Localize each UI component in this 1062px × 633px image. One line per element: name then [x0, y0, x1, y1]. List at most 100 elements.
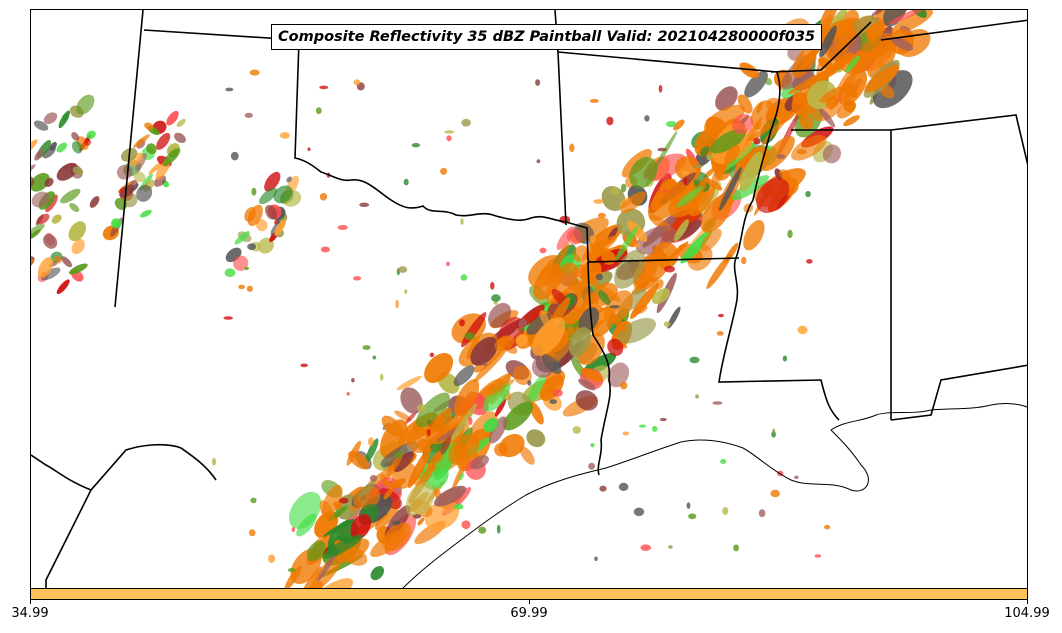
reflectivity-blob	[519, 446, 535, 465]
reflectivity-blob	[31, 224, 45, 237]
reflectivity-blob	[478, 526, 487, 534]
reflectivity-blob	[647, 182, 688, 221]
reflectivity-blob	[601, 185, 626, 212]
reflectivity-blob	[573, 352, 578, 360]
colorbar-tick-mark-mid	[529, 600, 530, 604]
reflectivity-blob	[454, 443, 468, 459]
reflectivity-blob	[532, 317, 566, 356]
reflectivity-blob	[144, 122, 154, 131]
reflectivity-blob	[640, 544, 651, 551]
reflectivity-blob	[571, 279, 591, 299]
reflectivity-blob	[413, 514, 422, 519]
reflectivity-blob	[791, 45, 817, 78]
reflectivity-blob	[633, 507, 645, 517]
reflectivity-blob	[494, 335, 515, 352]
reflectivity-blob	[722, 507, 729, 515]
reflectivity-blob	[291, 526, 296, 533]
reflectivity-blob	[404, 410, 418, 425]
reflectivity-blob	[867, 21, 886, 40]
reflectivity-blob	[411, 143, 421, 148]
reflectivity-blob	[659, 417, 667, 422]
reflectivity-blob	[247, 243, 256, 251]
reflectivity-blob	[433, 485, 467, 507]
reflectivity-blob	[136, 184, 153, 202]
reflectivity-blob	[56, 279, 70, 295]
reflectivity-blob	[350, 513, 372, 540]
reflectivity-blob	[320, 246, 330, 253]
reflectivity-blob	[382, 522, 412, 552]
border-al-ga	[890, 114, 1027, 166]
reflectivity-blob	[31, 172, 50, 192]
colorbar-tick-label-right: 104.99	[1004, 606, 1050, 621]
reflectivity-blob	[799, 115, 814, 130]
reflectivity-blob	[838, 69, 868, 106]
reflectivity-blob	[244, 112, 253, 118]
reflectivity-blob	[307, 147, 311, 151]
border-ok-top	[557, 51, 778, 73]
reflectivity-blob	[316, 548, 339, 582]
reflectivity-blob	[700, 146, 710, 157]
reflectivity-blob	[300, 363, 309, 368]
border-ar-la	[587, 261, 611, 476]
reflectivity-blob	[398, 266, 408, 273]
reflectivity-blob	[453, 503, 464, 510]
reflectivity-blob	[342, 547, 368, 566]
reflectivity-blob	[518, 318, 528, 329]
reflectivity-blob	[311, 552, 344, 588]
reflectivity-blob	[847, 51, 872, 74]
reflectivity-blob	[599, 485, 607, 492]
reflectivity-blob	[683, 177, 688, 186]
reflectivity-blob	[756, 177, 790, 213]
reflectivity-blob	[739, 151, 763, 192]
reflectivity-blob	[657, 147, 667, 152]
reflectivity-blob	[322, 534, 363, 559]
reflectivity-blob	[416, 404, 427, 412]
reflectivity-blob	[572, 426, 581, 434]
reflectivity-blob	[250, 497, 257, 504]
reflectivity-blob	[907, 10, 927, 18]
border-al-fl	[890, 364, 1027, 421]
reflectivity-blob	[351, 377, 355, 383]
reflectivity-blob	[34, 148, 45, 161]
reflectivity-blob	[451, 453, 470, 492]
reflectivity-blob	[629, 156, 658, 189]
reflectivity-blob	[569, 327, 591, 357]
reflectivity-blob	[68, 221, 87, 242]
reflectivity-blob	[680, 229, 713, 264]
reflectivity-blob	[255, 219, 268, 232]
reflectivity-blob	[405, 482, 435, 518]
reflectivity-blob	[743, 220, 765, 251]
reflectivity-blob	[494, 398, 507, 417]
reflectivity-blob	[156, 132, 171, 150]
reflectivity-blob	[383, 487, 394, 500]
reflectivity-blob	[486, 373, 512, 396]
reflectivity-blob	[319, 85, 329, 90]
reflectivity-blob	[666, 121, 677, 128]
reflectivity-blob	[238, 284, 246, 290]
reflectivity-blob	[635, 304, 648, 315]
reflectivity-blob	[40, 267, 61, 281]
reflectivity-blob	[71, 132, 80, 141]
reflectivity-blob	[259, 187, 278, 205]
reflectivity-blob	[233, 255, 249, 272]
reflectivity-blob	[71, 238, 85, 255]
reflectivity-blob	[753, 137, 761, 145]
reflectivity-blob	[60, 188, 81, 204]
map-title: Composite Reflectivity 35 dBZ Paintball …	[271, 24, 823, 50]
reflectivity-blob	[404, 289, 408, 294]
reflectivity-blob	[440, 167, 448, 175]
border-tx-la	[587, 257, 740, 263]
reflectivity-blob	[71, 141, 83, 154]
reflectivity-blob	[407, 447, 431, 488]
reflectivity-blob	[580, 367, 604, 382]
reflectivity-blob	[891, 36, 914, 51]
reflectivity-blob	[426, 429, 431, 436]
reflectivity-blob	[614, 249, 646, 289]
reflectivity-blob	[394, 410, 412, 422]
reflectivity-blob	[162, 148, 181, 167]
reflectivity-blob	[415, 392, 450, 428]
reflectivity-blob	[617, 318, 656, 344]
reflectivity-blob	[348, 450, 370, 470]
reflectivity-blob	[668, 545, 673, 549]
reflectivity-blob	[72, 166, 84, 176]
